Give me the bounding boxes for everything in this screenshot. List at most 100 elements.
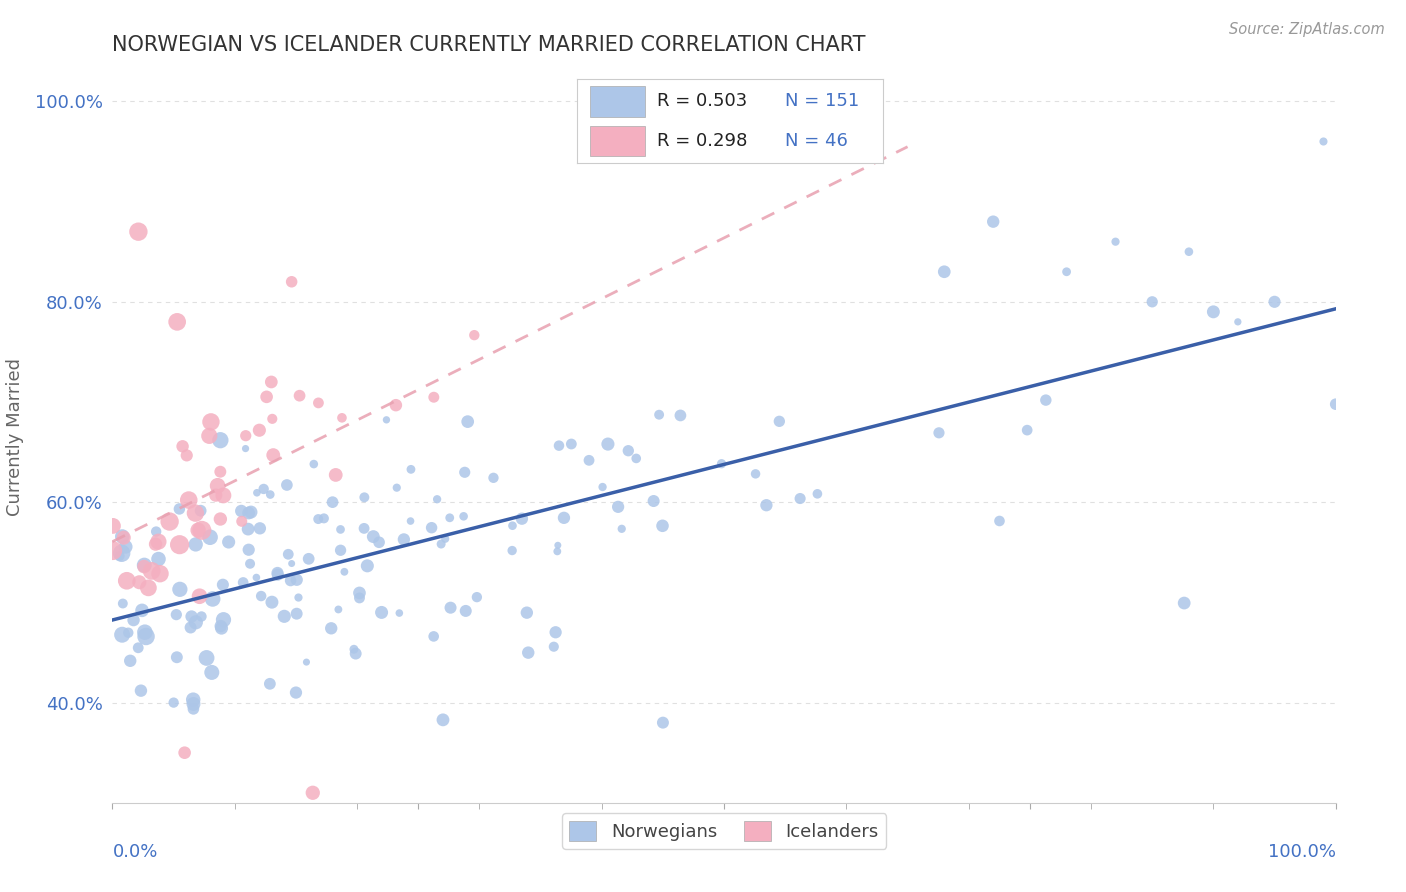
Point [1142, 294, 1164, 309]
Point [517, 646, 540, 660]
Point [134, 625, 156, 640]
Point [169, 582, 191, 597]
Point [363, 530, 385, 544]
Point [198, 429, 221, 443]
Point [434, 532, 457, 546]
Point [353, 491, 375, 505]
Point [165, 607, 187, 622]
Point [307, 512, 329, 526]
Point [710, 457, 733, 471]
Point [1178, 244, 1201, 259]
Point [209, 434, 232, 448]
Point [285, 607, 308, 621]
Point [249, 521, 271, 535]
Point [482, 471, 505, 485]
Point [928, 425, 950, 440]
Point [232, 575, 254, 590]
Point [934, 265, 956, 279]
Point [111, 546, 134, 560]
Point [298, 551, 321, 566]
Point [235, 442, 257, 456]
Point [276, 478, 298, 492]
Point [253, 482, 276, 496]
Point [247, 423, 270, 437]
Point [166, 315, 188, 329]
Point [129, 683, 152, 698]
Point [392, 533, 415, 547]
Point [430, 537, 453, 551]
Point [463, 328, 485, 343]
Point [190, 504, 212, 518]
Point [180, 620, 202, 634]
Point [453, 509, 475, 524]
Point [127, 640, 149, 655]
Point [204, 488, 226, 502]
Point [596, 437, 619, 451]
Text: 0.0%: 0.0% [112, 843, 157, 861]
Point [209, 619, 232, 633]
Point [131, 603, 153, 617]
Point [101, 543, 124, 558]
Point [148, 552, 170, 566]
Point [231, 514, 253, 528]
Point [127, 225, 149, 239]
Point [259, 677, 281, 691]
Text: 100.0%: 100.0% [1268, 843, 1336, 861]
Point [108, 549, 131, 563]
Point [141, 564, 163, 578]
Point [209, 465, 232, 479]
Point [370, 606, 392, 620]
Point [399, 462, 422, 476]
Point [981, 214, 1004, 228]
Point [245, 570, 267, 584]
Point [183, 697, 205, 711]
Point [149, 566, 172, 581]
Point [610, 522, 633, 536]
Point [176, 449, 198, 463]
Point [166, 650, 188, 665]
Point [135, 630, 157, 644]
Point [1202, 305, 1225, 319]
Point [744, 467, 766, 481]
Point [148, 534, 170, 549]
Point [212, 578, 235, 592]
Point [329, 543, 352, 558]
Point [502, 518, 524, 533]
Point [1017, 423, 1039, 437]
Point [191, 524, 214, 538]
Point [307, 396, 329, 410]
Point [200, 415, 222, 429]
Point [187, 523, 209, 537]
Point [288, 389, 311, 403]
Point [302, 457, 325, 471]
Point [755, 498, 778, 512]
Point [560, 437, 582, 451]
Point [190, 609, 212, 624]
Point [145, 537, 167, 551]
Point [188, 589, 211, 603]
Point [375, 413, 398, 427]
Point [652, 715, 675, 730]
Point [643, 494, 665, 508]
Point [321, 621, 343, 635]
Point [169, 538, 191, 552]
Point [344, 647, 367, 661]
Point [1056, 265, 1078, 279]
Point [399, 514, 422, 528]
Point [209, 512, 232, 526]
Point [333, 565, 356, 579]
Point [138, 581, 160, 595]
Point [262, 448, 284, 462]
Point [231, 504, 253, 518]
Point [349, 586, 371, 600]
Point [454, 465, 477, 479]
Legend: Norwegians, Icelanders: Norwegians, Icelanders [562, 814, 886, 848]
Point [578, 453, 600, 467]
Y-axis label: Currently Married: Currently Married [6, 358, 24, 516]
Point [172, 439, 194, 453]
Point [669, 409, 692, 423]
Point [648, 408, 671, 422]
Point [195, 651, 218, 665]
Point [301, 786, 323, 800]
Point [1104, 235, 1126, 249]
